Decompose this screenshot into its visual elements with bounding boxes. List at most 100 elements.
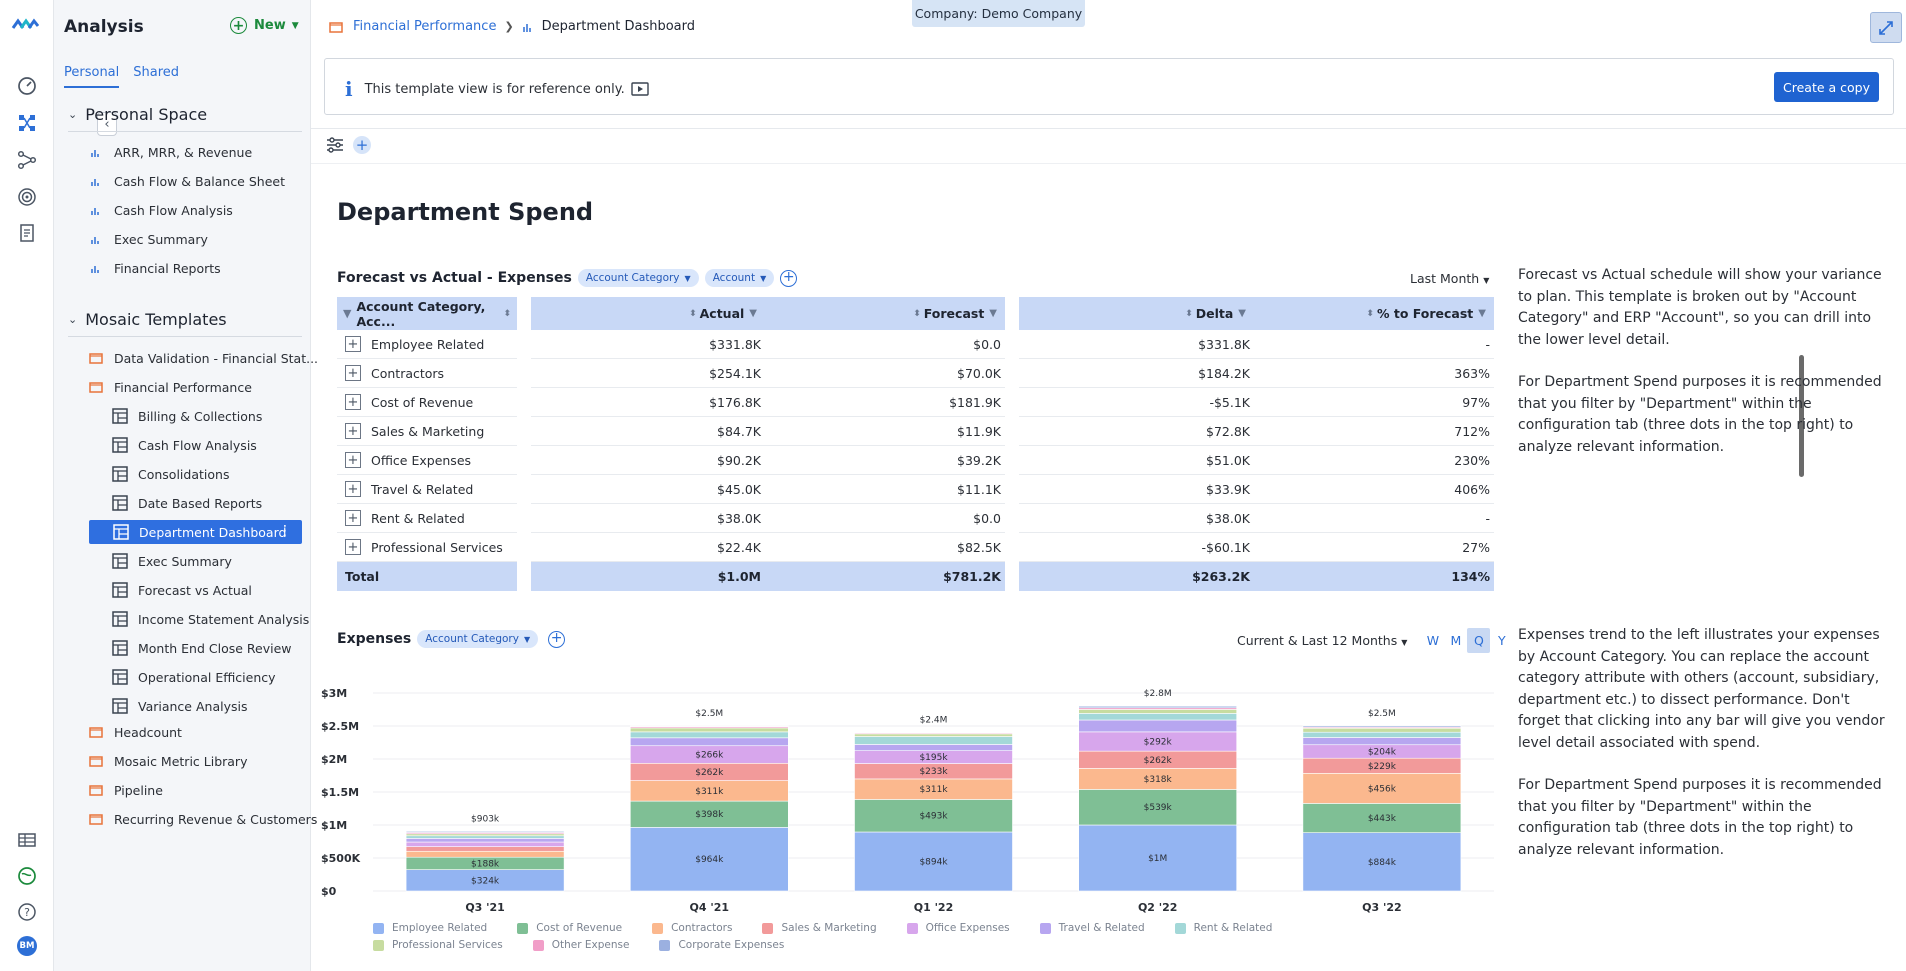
table-icon[interactable] [13, 826, 41, 854]
account-category-pill[interactable]: Account Category ▼ [577, 269, 699, 287]
sidebar-item[interactable]: Exec Summary [112, 549, 232, 573]
sidebar-item[interactable]: Cash Flow Analysis [112, 433, 257, 457]
expand-row-icon[interactable]: + [345, 510, 361, 526]
sidebar-item[interactable]: Consolidations [112, 462, 229, 486]
bar-segment[interactable] [1302, 727, 1462, 733]
sidebar-folder[interactable]: Mosaic Metric Library [88, 749, 247, 773]
bar-segment[interactable] [405, 846, 565, 852]
period-select[interactable]: Last Month ▼ [1410, 271, 1489, 286]
bar-segment[interactable] [854, 733, 1013, 737]
bar-segment[interactable] [629, 827, 789, 892]
bar-segment[interactable] [1078, 719, 1238, 733]
filter-settings-icon[interactable] [326, 136, 344, 154]
personal-space-header[interactable]: ⌄ Personal Space [68, 105, 207, 124]
column-header-name[interactable]: ▼ Account Category, Acc... ⬍ [337, 297, 517, 330]
bar-segment[interactable] [1078, 789, 1238, 826]
sidebar-item[interactable]: Exec Summary [88, 227, 208, 251]
bar-segment[interactable] [629, 737, 789, 747]
sidebar-folder[interactable]: Financial Performance [88, 375, 252, 399]
period-m[interactable]: M [1450, 633, 1462, 648]
add-filter-icon[interactable]: + [353, 136, 371, 154]
company-badge[interactable]: Company: Demo Company [912, 0, 1085, 27]
column-header-actual[interactable]: ⬍ Actual ▼ [531, 306, 765, 321]
expand-row-icon[interactable]: + [345, 481, 361, 497]
help-icon[interactable]: ? [13, 898, 41, 926]
bar-segment[interactable] [405, 838, 565, 843]
sidebar-folder[interactable]: Headcount [88, 720, 182, 744]
legend-item[interactable]: Corporate Expenses [659, 939, 784, 951]
period-w[interactable]: W [1426, 633, 1440, 648]
legend-item[interactable]: Sales & Marketing [762, 922, 877, 934]
legend-item[interactable]: Employee Related [373, 922, 487, 934]
bar-segment[interactable] [405, 831, 565, 833]
legend-item[interactable]: Travel & Related [1039, 922, 1145, 934]
sidebar-folder[interactable]: Data Validation - Financial Stat... [88, 346, 318, 370]
mosaic-logo[interactable] [11, 16, 40, 35]
bar-segment[interactable] [854, 744, 1013, 751]
range-select[interactable]: Current & Last 12 Months ▼ [1237, 633, 1407, 648]
expand-row-icon[interactable]: + [345, 394, 361, 410]
column-header-forecast[interactable]: ⬍ Forecast ▼ [765, 306, 1005, 321]
table-row[interactable]: + Rent & Related [337, 504, 517, 533]
expand-icon[interactable] [1870, 12, 1902, 43]
globe-icon[interactable] [13, 862, 41, 890]
sidebar-item[interactable]: Month End Close Review [112, 636, 292, 660]
legend-item[interactable]: Cost of Revenue [517, 922, 622, 934]
bar-segment[interactable] [1078, 713, 1238, 721]
dashboard-gauge-icon[interactable] [13, 72, 41, 100]
sidebar-item[interactable]: Financial Reports [88, 256, 221, 280]
bar-segment[interactable] [1078, 705, 1238, 709]
report-icon[interactable] [13, 219, 41, 247]
video-icon[interactable] [631, 82, 649, 96]
table-row[interactable]: + Travel & Related [337, 475, 517, 504]
more-vertical-icon[interactable]: ⋮ [278, 523, 292, 539]
bar-segment[interactable] [1302, 773, 1462, 804]
add-dimension-icon[interactable]: + [548, 630, 566, 648]
period-y[interactable]: Y [1498, 633, 1506, 648]
bar-segment[interactable] [629, 725, 789, 727]
bar-segment[interactable] [405, 835, 565, 839]
target-icon[interactable] [13, 183, 41, 211]
sidebar-item-selected[interactable]: Department Dashboard ⋮ [89, 520, 302, 544]
sidebar-item[interactable]: Income Statement Analysis [112, 607, 309, 631]
bar-segment[interactable] [629, 731, 789, 739]
bar-segment[interactable] [1302, 803, 1462, 833]
tab-shared[interactable]: Shared [133, 65, 180, 80]
legend-item[interactable]: Other Expense [532, 939, 629, 951]
column-header-delta[interactable]: ⬍ Delta ▼ [1019, 306, 1254, 321]
sidebar-item[interactable]: Forecast vs Actual [112, 578, 252, 602]
table-row[interactable]: + Office Expenses [337, 446, 517, 475]
sidebar-folder[interactable]: Recurring Revenue & Customers [88, 807, 317, 831]
table-row[interactable]: + Professional Services [337, 533, 517, 562]
legend-item[interactable]: Contractors [652, 922, 732, 934]
bar-segment[interactable] [405, 841, 565, 847]
sidebar-item[interactable]: Cash Flow & Balance Sheet [88, 169, 285, 193]
period-q[interactable]: Q [1467, 628, 1491, 653]
table-row[interactable]: + Sales & Marketing [337, 417, 517, 446]
legend-item[interactable]: Rent & Related [1174, 922, 1272, 934]
expand-row-icon[interactable]: + [345, 539, 361, 555]
bar-segment[interactable] [405, 850, 565, 858]
account-pill[interactable]: Account ▼ [704, 269, 775, 287]
bar-segment[interactable] [629, 727, 789, 733]
column-header-pct[interactable]: ⬍% to Forecast ▼ [1254, 306, 1494, 321]
add-dimension-icon[interactable]: + [780, 269, 798, 287]
bar-segment[interactable] [1078, 709, 1238, 714]
new-button[interactable]: + New ▼ [230, 17, 299, 34]
sidebar-item[interactable]: Date Based Reports [112, 491, 262, 515]
sidebar-item[interactable]: ARR, MRR, & Revenue [88, 140, 252, 164]
expand-row-icon[interactable]: + [345, 365, 361, 381]
table-row[interactable]: + Employee Related [337, 330, 517, 359]
workflow-icon[interactable] [13, 146, 41, 174]
table-row[interactable]: + Contractors [337, 359, 517, 388]
table-scrollbar[interactable] [1799, 355, 1804, 477]
user-avatar[interactable]: BM [13, 932, 41, 960]
account-category-pill[interactable]: Account Category ▼ [417, 630, 539, 648]
sidebar-item[interactable]: Operational Efficiency [112, 665, 276, 689]
bar-segment[interactable] [629, 800, 789, 828]
bar-segment[interactable] [1302, 737, 1462, 746]
sidebar-item[interactable]: Cash Flow Analysis [88, 198, 233, 222]
bar-segment[interactable] [854, 831, 1013, 892]
expand-row-icon[interactable]: + [345, 452, 361, 468]
tab-personal[interactable]: Personal [64, 65, 120, 88]
